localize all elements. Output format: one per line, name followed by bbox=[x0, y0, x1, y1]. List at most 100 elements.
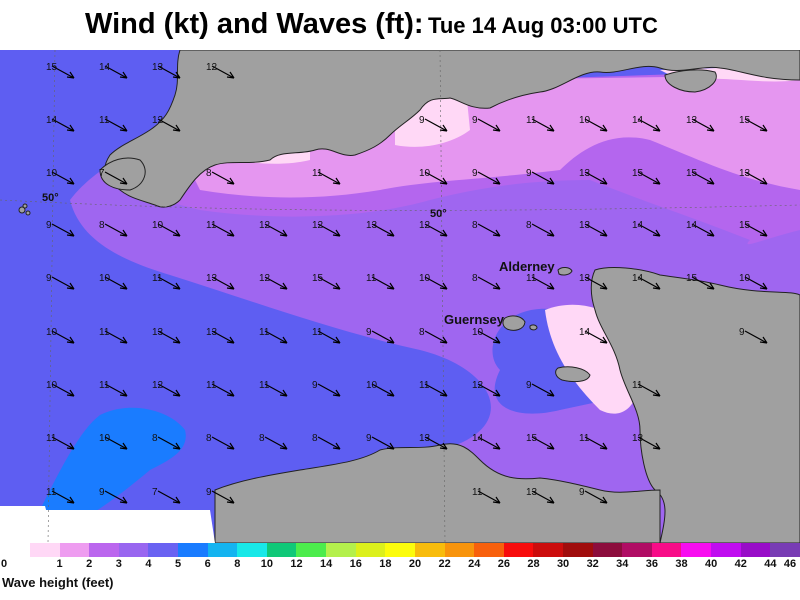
wind-barb: 13 bbox=[152, 62, 181, 79]
wind-barb: 12 bbox=[259, 220, 288, 237]
wind-arrow bbox=[424, 330, 448, 344]
wind-arrow bbox=[104, 171, 128, 185]
wind-speed-label: 9 bbox=[366, 433, 372, 444]
wind-speed-label: 13 bbox=[686, 115, 698, 126]
wind-arrow bbox=[531, 118, 555, 132]
wind-speed-label: 10 bbox=[152, 220, 164, 231]
wind-arrow bbox=[424, 276, 448, 290]
wind-speed-label: 12 bbox=[259, 273, 271, 284]
legend-tick: 38 bbox=[675, 558, 688, 570]
wind-speed-label: 14 bbox=[46, 115, 58, 126]
wind-speed-label: 9 bbox=[526, 168, 532, 179]
place-alderney: Alderney bbox=[499, 259, 555, 274]
wind-barb: 11 bbox=[99, 327, 128, 344]
wind-arrow bbox=[531, 490, 555, 504]
wind-barb: 15 bbox=[739, 220, 768, 237]
wind-arrow bbox=[637, 436, 661, 450]
legend-tick: 32 bbox=[586, 558, 599, 570]
wind-arrow bbox=[104, 65, 128, 79]
legend-tick: 22 bbox=[438, 558, 451, 570]
legend-swatch bbox=[30, 543, 60, 557]
wind-barb: 15 bbox=[46, 62, 75, 79]
wind-speed-label: 8 bbox=[419, 327, 425, 338]
wind-speed-label: 13 bbox=[206, 273, 218, 284]
wind-speed-label: 11 bbox=[526, 115, 537, 126]
wind-arrow bbox=[424, 223, 448, 237]
legend-swatch bbox=[148, 543, 179, 557]
wind-arrow bbox=[211, 330, 235, 344]
wind-arrow bbox=[584, 490, 608, 504]
legend-swatch bbox=[178, 543, 208, 557]
legend-swatch bbox=[651, 543, 682, 557]
wind-speed-label: 9 bbox=[472, 168, 478, 179]
wave-map[interactable]: 15 14 13 12 14 11 12 9 9 11 10 14 13 15 10 7 8 11 10 9 9 13 15… bbox=[0, 50, 800, 543]
wind-arrow bbox=[477, 171, 501, 185]
wind-arrow bbox=[691, 223, 715, 237]
wind-barb: 11 bbox=[579, 433, 608, 450]
legend-tick: 30 bbox=[556, 558, 570, 570]
wind-speed-label: 11 bbox=[579, 433, 590, 444]
wind-barb: 13 bbox=[206, 327, 235, 344]
wind-arrow bbox=[477, 436, 501, 450]
wind-arrow bbox=[477, 383, 501, 397]
wind-speed-label: 9 bbox=[206, 487, 212, 498]
wind-arrow bbox=[531, 436, 555, 450]
wind-speed-label: 8 bbox=[206, 433, 212, 444]
wind-arrow bbox=[264, 330, 288, 344]
wind-speed-label: 15 bbox=[632, 168, 644, 179]
wind-barb: 10 bbox=[579, 115, 608, 132]
wind-speed-label: 11 bbox=[206, 380, 217, 391]
wind-speed-label: 13 bbox=[579, 273, 591, 284]
legend-swatch bbox=[355, 543, 386, 557]
wind-barb: 10 bbox=[419, 273, 448, 290]
legend-swatch bbox=[533, 543, 563, 557]
legend-swatch bbox=[296, 543, 327, 557]
wind-speed-label: 13 bbox=[579, 168, 591, 179]
wind-arrow bbox=[637, 171, 661, 185]
wind-arrow bbox=[317, 383, 341, 397]
wind-barb: 9 bbox=[366, 433, 395, 450]
wind-arrow bbox=[584, 223, 608, 237]
land-guernsey bbox=[502, 315, 526, 331]
legend-tick: 34 bbox=[616, 558, 629, 570]
wind-arrow bbox=[584, 330, 608, 344]
wind-speed-label: 14 bbox=[472, 433, 484, 444]
legend-tick: 40 bbox=[705, 558, 718, 570]
wind-arrow bbox=[104, 383, 128, 397]
wind-arrow bbox=[211, 276, 235, 290]
wind-arrow bbox=[317, 276, 341, 290]
legend-swatch bbox=[385, 543, 415, 557]
wind-speed-label: 15 bbox=[686, 273, 698, 284]
graticule bbox=[0, 50, 800, 543]
wind-barb: 11 bbox=[99, 115, 128, 132]
legend-tick: 5 bbox=[175, 558, 182, 570]
wave-zone-6ft bbox=[40, 407, 186, 520]
wind-arrow bbox=[531, 276, 555, 290]
wind-barb: 12 bbox=[259, 273, 288, 290]
wind-arrow bbox=[317, 171, 341, 185]
legend-tick: 24 bbox=[468, 558, 481, 570]
wind-arrow bbox=[104, 223, 128, 237]
wind-speed-label: 12 bbox=[312, 220, 324, 231]
wind-speed-label: 12 bbox=[259, 220, 271, 231]
wind-barb: 14 bbox=[472, 433, 501, 450]
wind-speed-label: 11 bbox=[312, 168, 323, 179]
wind-speed-label: 11 bbox=[526, 273, 537, 284]
wind-arrow bbox=[477, 490, 501, 504]
wind-speed-label: 8 bbox=[526, 220, 532, 231]
wind-barb: 11 bbox=[472, 487, 501, 504]
wind-barb: 10 bbox=[152, 220, 181, 237]
wind-arrow bbox=[51, 383, 75, 397]
wind-barb: 9 bbox=[99, 487, 128, 504]
wind-speed-label: 10 bbox=[46, 327, 58, 338]
wind-barb: 9 bbox=[206, 487, 235, 504]
wind-arrow bbox=[584, 118, 608, 132]
wind-barb: 11 bbox=[46, 433, 75, 450]
wind-arrow bbox=[477, 276, 501, 290]
wind-speed-label: 11 bbox=[99, 380, 110, 391]
legend-swatch bbox=[118, 543, 149, 557]
wind-barb: 11 bbox=[312, 327, 341, 344]
wind-speed-label: 14 bbox=[686, 220, 698, 231]
wind-barb: 15 bbox=[739, 115, 768, 132]
wind-barb: 14 bbox=[99, 62, 128, 79]
